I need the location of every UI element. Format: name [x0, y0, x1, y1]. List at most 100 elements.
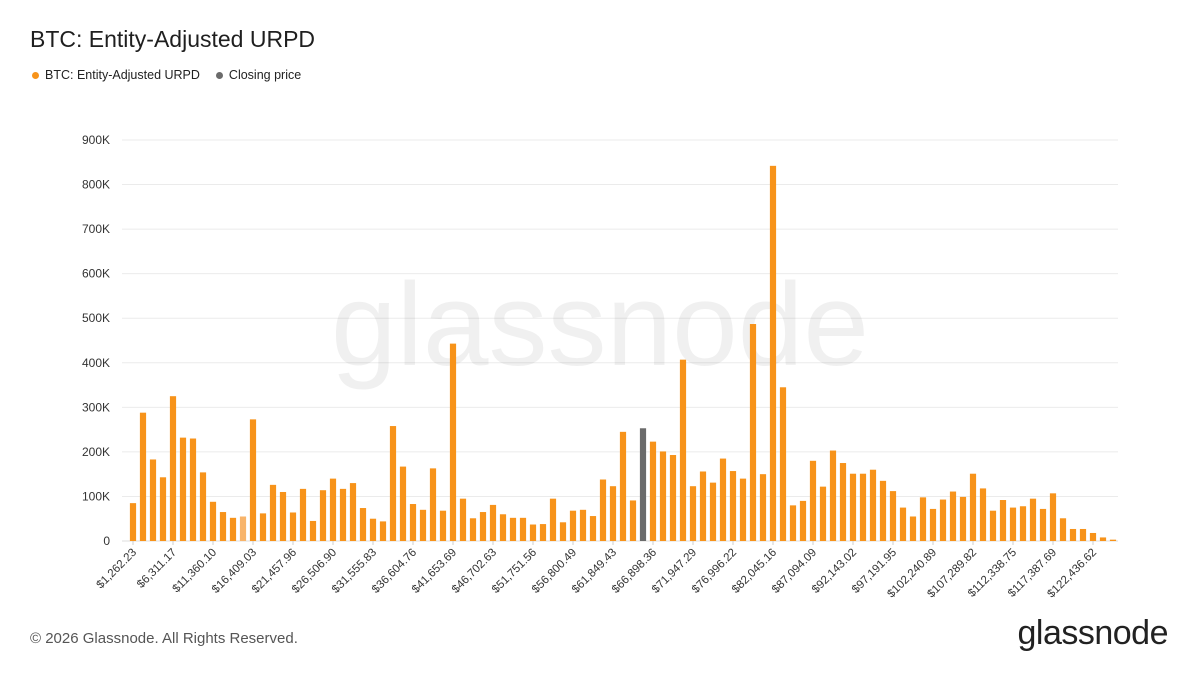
urpd-bar[interactable]: [989, 510, 997, 541]
urpd-bar[interactable]: [379, 521, 387, 541]
urpd-bar[interactable]: [469, 518, 477, 541]
urpd-bar[interactable]: [1099, 537, 1107, 541]
urpd-bar[interactable]: [1029, 498, 1037, 541]
urpd-bar[interactable]: [739, 478, 747, 541]
urpd-bar[interactable]: [629, 500, 637, 541]
closing-price-bar[interactable]: [639, 428, 647, 541]
urpd-bar[interactable]: [659, 451, 667, 541]
urpd-bar[interactable]: [719, 458, 727, 541]
urpd-bar[interactable]: [889, 491, 897, 541]
urpd-bar[interactable]: [129, 503, 137, 541]
urpd-bar[interactable]: [969, 473, 977, 541]
urpd-bar[interactable]: [809, 460, 817, 541]
urpd-bar[interactable]: [359, 508, 367, 541]
urpd-bar[interactable]: [449, 343, 457, 541]
urpd-bar[interactable]: [689, 486, 697, 541]
urpd-bar[interactable]: [799, 500, 807, 541]
urpd-bar[interactable]: [949, 491, 957, 541]
urpd-bar[interactable]: [879, 480, 887, 541]
urpd-bar[interactable]: [559, 522, 567, 541]
urpd-bar[interactable]: [429, 468, 437, 541]
urpd-bar[interactable]: [239, 516, 247, 541]
urpd-bar[interactable]: [219, 512, 227, 541]
urpd-bar[interactable]: [959, 496, 967, 541]
urpd-bar[interactable]: [529, 524, 537, 541]
urpd-bar[interactable]: [519, 517, 527, 541]
urpd-bar[interactable]: [1049, 493, 1057, 541]
urpd-bar[interactable]: [339, 488, 347, 541]
urpd-bar[interactable]: [549, 498, 557, 541]
urpd-bar[interactable]: [609, 486, 617, 541]
urpd-bar[interactable]: [749, 324, 757, 541]
urpd-bar[interactable]: [819, 486, 827, 541]
urpd-bar[interactable]: [789, 505, 797, 541]
urpd-bar[interactable]: [489, 504, 497, 541]
urpd-bar[interactable]: [259, 513, 267, 541]
urpd-bar[interactable]: [189, 438, 197, 541]
urpd-bar[interactable]: [979, 488, 987, 541]
urpd-bar[interactable]: [1089, 532, 1097, 541]
urpd-bar[interactable]: [579, 509, 587, 541]
urpd-bar[interactable]: [459, 498, 467, 541]
urpd-bar[interactable]: [929, 508, 937, 541]
urpd-bar[interactable]: [1009, 507, 1017, 541]
urpd-bar[interactable]: [729, 471, 737, 541]
urpd-bar[interactable]: [409, 504, 417, 541]
urpd-bar[interactable]: [329, 478, 337, 541]
urpd-bar[interactable]: [919, 497, 927, 541]
urpd-bar[interactable]: [499, 514, 507, 541]
urpd-bar[interactable]: [859, 473, 867, 541]
urpd-bar[interactable]: [1059, 518, 1067, 541]
urpd-bar[interactable]: [769, 165, 777, 541]
urpd-bar[interactable]: [289, 512, 297, 541]
urpd-bar[interactable]: [439, 510, 447, 541]
urpd-bar[interactable]: [599, 479, 607, 541]
urpd-bar[interactable]: [869, 469, 877, 541]
urpd-bar[interactable]: [939, 499, 947, 541]
urpd-bar[interactable]: [1039, 508, 1047, 541]
urpd-bar[interactable]: [779, 387, 787, 541]
urpd-bar[interactable]: [539, 524, 547, 541]
urpd-bar[interactable]: [909, 516, 917, 541]
urpd-bar[interactable]: [279, 491, 287, 541]
urpd-bar[interactable]: [589, 516, 597, 541]
urpd-bar[interactable]: [1109, 539, 1117, 541]
urpd-bar[interactable]: [669, 455, 677, 541]
urpd-bar[interactable]: [619, 431, 627, 541]
urpd-bar[interactable]: [759, 474, 767, 541]
urpd-bar[interactable]: [369, 518, 377, 541]
legend-item-urpd[interactable]: BTC: Entity-Adjusted URPD: [32, 68, 200, 82]
urpd-bar[interactable]: [389, 426, 397, 541]
urpd-bar[interactable]: [839, 463, 847, 541]
urpd-bar[interactable]: [249, 419, 257, 541]
urpd-bar[interactable]: [699, 471, 707, 541]
urpd-bar[interactable]: [139, 412, 147, 541]
urpd-bar[interactable]: [569, 510, 577, 541]
urpd-bar[interactable]: [349, 483, 357, 541]
urpd-bar[interactable]: [1079, 528, 1087, 541]
urpd-bar[interactable]: [319, 490, 327, 541]
urpd-bar[interactable]: [299, 488, 307, 541]
urpd-bar[interactable]: [479, 512, 487, 541]
urpd-bar[interactable]: [399, 466, 407, 541]
urpd-bar[interactable]: [1069, 528, 1077, 541]
urpd-bar[interactable]: [829, 450, 837, 541]
urpd-bar[interactable]: [419, 509, 427, 541]
urpd-bar[interactable]: [509, 517, 517, 541]
glassnode-logo[interactable]: glassnode: [1017, 614, 1168, 652]
urpd-bar[interactable]: [159, 477, 167, 541]
urpd-bar[interactable]: [269, 484, 277, 541]
urpd-bar[interactable]: [309, 520, 317, 541]
legend-item-closing-price[interactable]: Closing price: [215, 68, 301, 82]
urpd-bar[interactable]: [849, 473, 857, 541]
urpd-bar[interactable]: [229, 517, 237, 541]
urpd-bar[interactable]: [679, 359, 687, 541]
urpd-bar[interactable]: [709, 482, 717, 541]
urpd-bar[interactable]: [179, 437, 187, 541]
urpd-bar[interactable]: [149, 459, 157, 541]
urpd-bar[interactable]: [1019, 506, 1027, 541]
urpd-bar[interactable]: [899, 507, 907, 541]
urpd-bar[interactable]: [999, 500, 1007, 541]
urpd-bar[interactable]: [169, 396, 177, 541]
urpd-bar[interactable]: [649, 441, 657, 541]
